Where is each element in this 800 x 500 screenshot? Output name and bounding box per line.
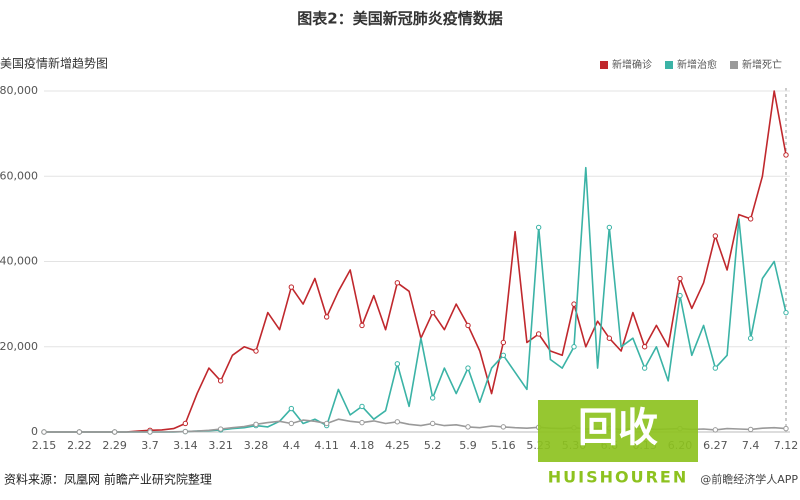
y-tick-label: 40,000 xyxy=(0,255,38,268)
series-line xyxy=(44,90,787,433)
point xyxy=(41,429,47,435)
x-tick-label: 7.4 xyxy=(742,439,760,452)
point xyxy=(535,331,542,337)
point xyxy=(641,344,648,350)
x-tick-label: 4.18 xyxy=(350,439,375,452)
plot: 0 20,000 40,000 60,000 80,000 2.15 2.22 2.29 3.7… xyxy=(0,84,798,452)
point xyxy=(500,424,507,430)
x-tick-label: 5.2 xyxy=(424,439,442,452)
x-tick-label: 3.14 xyxy=(173,439,198,452)
x-tick-label: 7.12 xyxy=(774,439,799,452)
x-tick-label: 2.15 xyxy=(32,439,57,452)
watermark-text: 回收 xyxy=(578,405,658,451)
point xyxy=(500,339,507,346)
footer: @前瞻经济学人APP xyxy=(700,472,798,486)
legend-swatch xyxy=(730,61,738,69)
point xyxy=(359,322,365,329)
point xyxy=(677,292,683,299)
point xyxy=(465,365,471,371)
legend-label: 新增治愈 xyxy=(677,58,717,71)
point xyxy=(465,424,471,430)
y-tick-label: 0 xyxy=(31,425,38,438)
series-line xyxy=(44,166,787,433)
x-tick-label: 5.16 xyxy=(491,439,516,452)
x-tick-label: 4.4 xyxy=(283,439,301,452)
x-tick-label: 3.28 xyxy=(244,439,269,452)
watermark-box xyxy=(538,400,698,462)
point xyxy=(429,395,436,401)
chart-title: 图表2：美国新冠肺炎疫情数据 xyxy=(297,10,502,28)
x-tick-label: 3.21 xyxy=(208,439,233,452)
chart-subtitle: 美国疫情新增趋势图 xyxy=(0,56,108,71)
point xyxy=(571,344,577,350)
point xyxy=(111,429,118,435)
watermark: 回收 HUISHOUREN xyxy=(538,400,698,487)
point xyxy=(323,420,330,427)
legend-label: 新增死亡 xyxy=(742,58,782,71)
point xyxy=(677,275,683,282)
legend-label: 新增确诊 xyxy=(612,58,652,71)
point xyxy=(747,426,754,433)
point xyxy=(147,429,153,435)
legend-swatch xyxy=(665,61,673,69)
point xyxy=(783,425,789,432)
x-tick-label: 6.27 xyxy=(703,439,728,452)
x-tick-label: 5.9 xyxy=(459,439,477,452)
point xyxy=(253,348,259,354)
point xyxy=(394,361,401,367)
x-tick-label: 2.29 xyxy=(102,439,127,452)
y-tick-label: 20,000 xyxy=(0,340,38,353)
point xyxy=(288,420,295,427)
point xyxy=(359,403,365,410)
point xyxy=(217,378,224,384)
point xyxy=(465,322,471,329)
point xyxy=(76,429,83,435)
point xyxy=(359,419,365,426)
x-tick-label: 4.25 xyxy=(385,439,410,452)
point xyxy=(323,314,330,320)
x-tick-label: 2.22 xyxy=(67,439,92,452)
point xyxy=(783,152,789,158)
legend-swatch xyxy=(600,61,608,69)
point xyxy=(606,335,613,341)
watermark-sub: HUISHOUREN xyxy=(548,468,688,487)
point xyxy=(712,365,719,371)
point xyxy=(394,280,401,286)
point xyxy=(606,224,613,231)
point xyxy=(747,216,754,222)
source: 资料来源：凤凰网 前瞻产业研究院整理 xyxy=(4,472,212,487)
point xyxy=(571,301,577,307)
point xyxy=(535,224,542,231)
point xyxy=(217,426,224,432)
point xyxy=(253,421,259,428)
point xyxy=(641,365,648,371)
point xyxy=(288,284,295,290)
point xyxy=(429,309,436,316)
point xyxy=(712,233,719,239)
point xyxy=(747,335,754,341)
x-tick-label: 4.11 xyxy=(314,439,339,452)
point xyxy=(182,420,189,427)
point xyxy=(182,428,189,435)
x-tick-label: 3.7 xyxy=(141,439,159,452)
point xyxy=(288,405,295,412)
point xyxy=(712,427,719,433)
point xyxy=(429,420,436,427)
y-tick-label: 60,000 xyxy=(0,169,38,182)
point xyxy=(394,419,401,425)
point xyxy=(783,309,789,316)
point xyxy=(500,352,507,358)
y-tick-label: 80,000 xyxy=(0,84,38,97)
